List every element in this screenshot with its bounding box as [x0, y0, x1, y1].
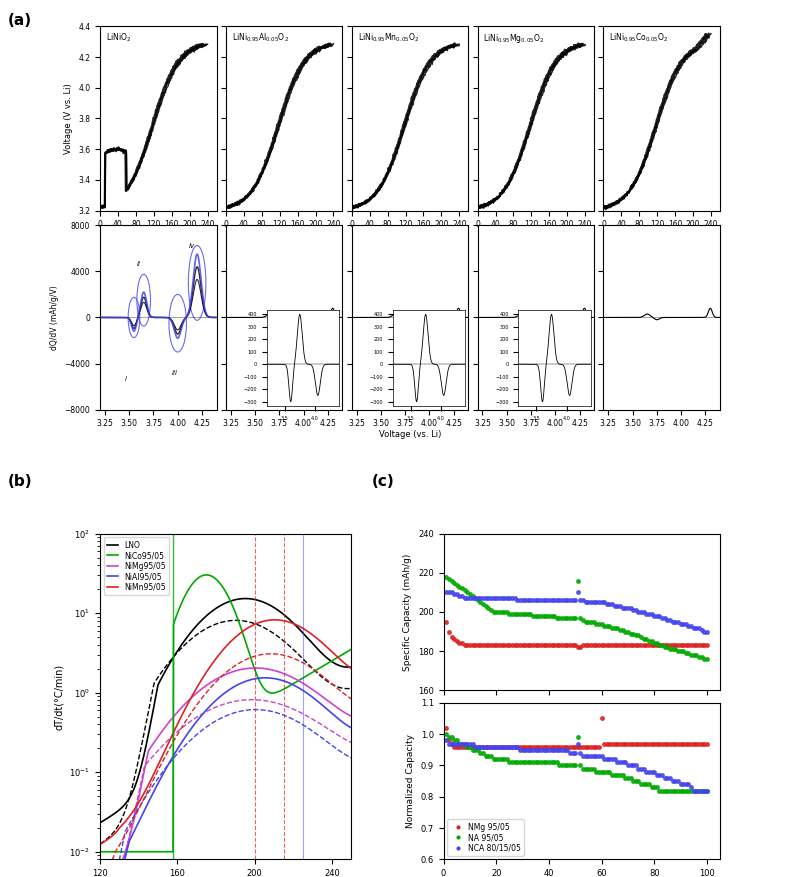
- NiMn95/05: [341, 659, 350, 669]
- NiAl95/05: [95, 859, 105, 869]
- Line: NiMn95/05: NiMn95/05: [100, 620, 351, 845]
- NiAl95/05: [214, 692, 224, 702]
- Text: ii: ii: [137, 260, 141, 267]
- Text: LiNi$_{0.95}$Mg$_{0.05}$O$_2$: LiNi$_{0.95}$Mg$_{0.05}$O$_2$: [483, 32, 545, 45]
- NiAl95/05: [341, 719, 350, 730]
- Text: LiNi$_{0.95}$Mn$_{0.05}$O$_2$: LiNi$_{0.95}$Mn$_{0.05}$O$_2$: [358, 32, 418, 45]
- NiMg95/05: [250, 663, 260, 674]
- NiCo95/05: [232, 610, 242, 621]
- Line: NiCo95/05: NiCo95/05: [100, 575, 351, 852]
- NiMg95/05: [341, 708, 350, 718]
- LNO: [246, 594, 255, 604]
- NiMg95/05: [231, 666, 241, 676]
- NiAl95/05: [245, 674, 254, 685]
- LNO: [346, 662, 356, 673]
- NiMn95/05: [216, 647, 226, 658]
- NiMg95/05: [245, 663, 254, 674]
- Y-axis label: dQ/dV (mAh/g/V): dQ/dV (mAh/g/V): [50, 285, 59, 350]
- Y-axis label: dT/dt(°C/min): dT/dt(°C/min): [54, 664, 64, 730]
- X-axis label: Voltage (vs. Li): Voltage (vs. Li): [379, 430, 441, 438]
- LNO: [302, 631, 311, 642]
- NiAl95/05: [216, 691, 226, 702]
- LNO: [241, 593, 250, 603]
- Text: (b): (b): [8, 474, 33, 488]
- NiMn95/05: [95, 839, 105, 850]
- NiCo95/05: [215, 578, 225, 588]
- LNO: [95, 817, 105, 828]
- NiCo95/05: [246, 651, 255, 661]
- Legend: NMg 95/05, NA 95/05, NCA 80/15/05: NMg 95/05, NA 95/05, NCA 80/15/05: [447, 819, 524, 856]
- NiMg95/05: [95, 859, 105, 869]
- LNO: [216, 600, 226, 610]
- Text: i: i: [126, 376, 127, 381]
- Line: NiAl95/05: NiAl95/05: [100, 678, 351, 864]
- LNO: [214, 601, 224, 611]
- NiMn95/05: [302, 625, 311, 636]
- NiMg95/05: [214, 672, 224, 682]
- Text: LiNi$_{0.95}$Al$_{0.05}$O$_2$: LiNi$_{0.95}$Al$_{0.05}$O$_2$: [232, 32, 289, 45]
- NiMn95/05: [346, 663, 356, 674]
- LNO: [341, 662, 350, 673]
- NiMg95/05: [216, 672, 226, 682]
- Y-axis label: Specific Capacity (mAh/g): Specific Capacity (mAh/g): [403, 553, 413, 671]
- Text: LiNi$_{0.95}$Co$_{0.05}$O$_2$: LiNi$_{0.95}$Co$_{0.05}$O$_2$: [610, 32, 669, 45]
- NiCo95/05: [346, 644, 356, 654]
- NiMn95/05: [214, 649, 224, 660]
- Line: NiMg95/05: NiMg95/05: [100, 668, 351, 864]
- NiAl95/05: [346, 723, 356, 733]
- NiMn95/05: [245, 622, 254, 632]
- Y-axis label: Voltage (V vs. Li): Voltage (V vs. Li): [63, 83, 73, 153]
- X-axis label: Specific Capacity (mAh/g): Specific Capacity (mAh/g): [355, 231, 465, 239]
- Text: LiNiO$_2$: LiNiO$_2$: [106, 32, 131, 45]
- Y-axis label: Normalized Capacity: Normalized Capacity: [406, 734, 415, 828]
- NiCo95/05: [302, 671, 311, 681]
- Legend: LNO, NiCo95/05, NiMg95/05, NiAl95/05, NiMn95/05: LNO, NiCo95/05, NiMg95/05, NiAl95/05, Ni…: [104, 538, 169, 595]
- NiMn95/05: [270, 615, 279, 625]
- Text: (c): (c): [372, 474, 394, 488]
- LNO: [231, 595, 241, 605]
- Line: LNO: LNO: [100, 598, 351, 823]
- NiAl95/05: [302, 688, 311, 698]
- NiMg95/05: [346, 711, 356, 722]
- NiMn95/05: [231, 631, 241, 642]
- NiCo95/05: [217, 580, 226, 590]
- Text: (a): (a): [8, 13, 32, 28]
- NiCo95/05: [341, 647, 350, 658]
- NiCo95/05: [202, 570, 211, 581]
- NiAl95/05: [260, 673, 270, 683]
- Text: iv: iv: [189, 243, 195, 249]
- NiCo95/05: [95, 846, 105, 857]
- NiMg95/05: [302, 681, 311, 691]
- Text: iii: iii: [172, 370, 178, 376]
- NiAl95/05: [231, 681, 241, 691]
